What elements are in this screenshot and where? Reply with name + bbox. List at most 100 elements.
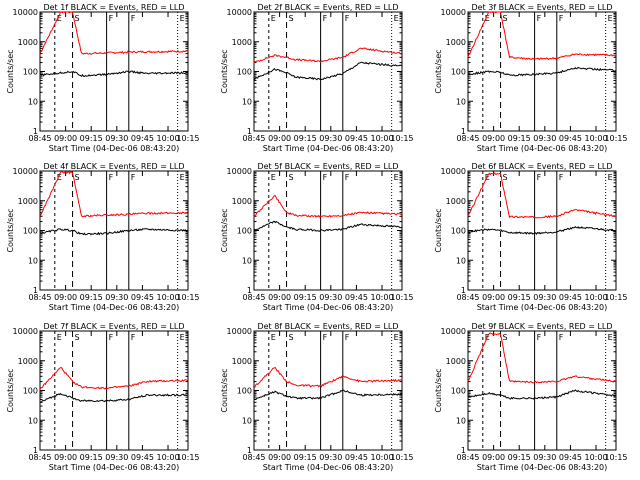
x-tick-label: 10:15: [390, 293, 413, 302]
x-tick-label: 09:45: [559, 134, 582, 143]
y-tick-label: 10000: [13, 327, 38, 336]
interval-marker-label: E: [180, 14, 185, 23]
x-tick-label: 09:15: [294, 453, 317, 462]
y-tick-label: 1: [33, 446, 38, 455]
x-tick-label: 10:00: [584, 134, 607, 143]
detector-panel: Det 8f BLACK = Events, RED = LLD 1 10 100 10…: [220, 322, 414, 472]
y-tick-label: 1: [33, 127, 38, 136]
x-tick-label: 08:45: [242, 293, 265, 302]
interval-marker-label: F: [323, 14, 328, 23]
interval-marker-label: E: [485, 14, 490, 23]
y-tick-label: 10: [242, 416, 252, 425]
interval-marker-label: E: [608, 173, 613, 182]
x-tick-label: 10:00: [370, 134, 393, 143]
x-tick-label: 09:30: [105, 453, 128, 462]
y-tick-label: 1000: [446, 357, 466, 366]
x-tick-label: 09:15: [80, 134, 103, 143]
x-tick-label: 09:00: [54, 134, 77, 143]
y-tick-label: 10000: [441, 167, 466, 176]
y-tick-label: 10000: [227, 8, 252, 17]
lld-series-line: [253, 47, 402, 64]
interval-marker-label: F: [559, 173, 564, 182]
interval-marker-label: S: [503, 14, 508, 23]
x-tick-label: 09:00: [482, 134, 505, 143]
detector-panel: Det 7f BLACK = Events, RED = LLD 1 10 100 10…: [6, 322, 200, 472]
y-tick-label: 10: [456, 256, 466, 265]
x-tick-label: 09:45: [345, 293, 368, 302]
detector-panel: Det 6f BLACK = Events, RED = LLD 1 10 100 10…: [434, 162, 628, 312]
x-tick-label: 10:00: [156, 134, 179, 143]
interval-marker-label: E: [394, 14, 399, 23]
y-tick-label: 1: [247, 446, 252, 455]
interval-marker-label: F: [131, 333, 136, 342]
y-tick-label: 1: [247, 127, 252, 136]
interval-marker-label: E: [271, 333, 276, 342]
panel-title: Det 3f BLACK = Events, RED = LLD: [471, 3, 612, 12]
interval-marker-label: F: [537, 14, 542, 23]
events-series-line: [39, 70, 189, 78]
y-axis-label: Counts/sec: [6, 49, 15, 93]
interval-marker-label: S: [503, 333, 508, 342]
interval-marker-label: S: [289, 173, 294, 182]
plot-frame: [467, 330, 617, 451]
plot-frame: [39, 11, 189, 132]
y-tick-label: 1: [247, 286, 252, 295]
y-tick-label: 1: [461, 286, 466, 295]
y-tick-label: 100: [451, 68, 466, 77]
y-tick-label: 10000: [441, 8, 466, 17]
panel-title: Det 5f BLACK = Events, RED = LLD: [257, 162, 398, 171]
x-axis-label: Start Time (04-Dec-06 08:43:20): [49, 463, 180, 472]
interval-marker-label: E: [394, 333, 399, 342]
x-tick-label: 09:15: [80, 453, 103, 462]
x-tick-label: 08:45: [242, 134, 265, 143]
y-tick-label: 10000: [13, 8, 38, 17]
plot-frame: [39, 330, 189, 451]
x-tick-label: 08:45: [456, 134, 479, 143]
x-tick-label: 09:30: [105, 134, 128, 143]
interval-marker-label: F: [345, 333, 350, 342]
interval-marker-label: E: [271, 14, 276, 23]
x-tick-label: 09:15: [294, 293, 317, 302]
x-tick-label: 09:30: [105, 293, 128, 302]
x-tick-label: 09:45: [131, 453, 154, 462]
y-tick-label: 100: [237, 227, 252, 236]
interval-marker-label: F: [131, 14, 136, 23]
y-tick-label: 1: [461, 446, 466, 455]
events-series-line: [467, 66, 617, 77]
interval-marker-label: E: [180, 333, 185, 342]
y-tick-label: 10000: [227, 327, 252, 336]
x-tick-label: 09:30: [319, 453, 342, 462]
y-tick-label: 100: [23, 387, 38, 396]
detector-panel: Det 3f BLACK = Events, RED = LLD 1 10 100 10…: [434, 3, 628, 153]
y-tick-label: 100: [237, 387, 252, 396]
x-tick-label: 10:00: [584, 453, 607, 462]
interval-marker-label: E: [271, 173, 276, 182]
interval-marker-label: S: [75, 14, 80, 23]
y-tick-label: 10: [28, 416, 38, 425]
interval-marker-label: F: [537, 173, 542, 182]
detector-panel: Det 5f BLACK = Events, RED = LLD 1 10 100 10…: [220, 162, 414, 312]
events-series-line: [253, 220, 403, 232]
x-tick-label: 09:00: [268, 134, 291, 143]
interval-marker-label: F: [345, 14, 350, 23]
x-tick-label: 10:15: [390, 134, 413, 143]
interval-marker-label: F: [323, 333, 328, 342]
x-tick-label: 08:45: [28, 453, 51, 462]
x-tick-label: 09:15: [80, 293, 103, 302]
y-tick-label: 1000: [232, 38, 252, 47]
x-tick-label: 09:30: [319, 293, 342, 302]
interval-marker-label: E: [608, 333, 613, 342]
y-tick-label: 10: [456, 416, 466, 425]
y-axis-label: Counts/sec: [434, 208, 443, 252]
x-tick-label: 09:45: [131, 293, 154, 302]
y-tick-label: 100: [451, 227, 466, 236]
panel-title: Det 1f BLACK = Events, RED = LLD: [43, 3, 184, 12]
y-tick-label: 100: [23, 68, 38, 77]
interval-marker-label: F: [109, 173, 114, 182]
events-series-line: [253, 61, 403, 81]
panel-title: Det 9f BLACK = Events, RED = LLD: [471, 322, 612, 331]
y-axis-label: Counts/sec: [220, 49, 229, 93]
lld-series-line: [467, 332, 617, 384]
x-tick-label: 10:00: [370, 453, 393, 462]
y-axis-label: Counts/sec: [6, 368, 15, 412]
